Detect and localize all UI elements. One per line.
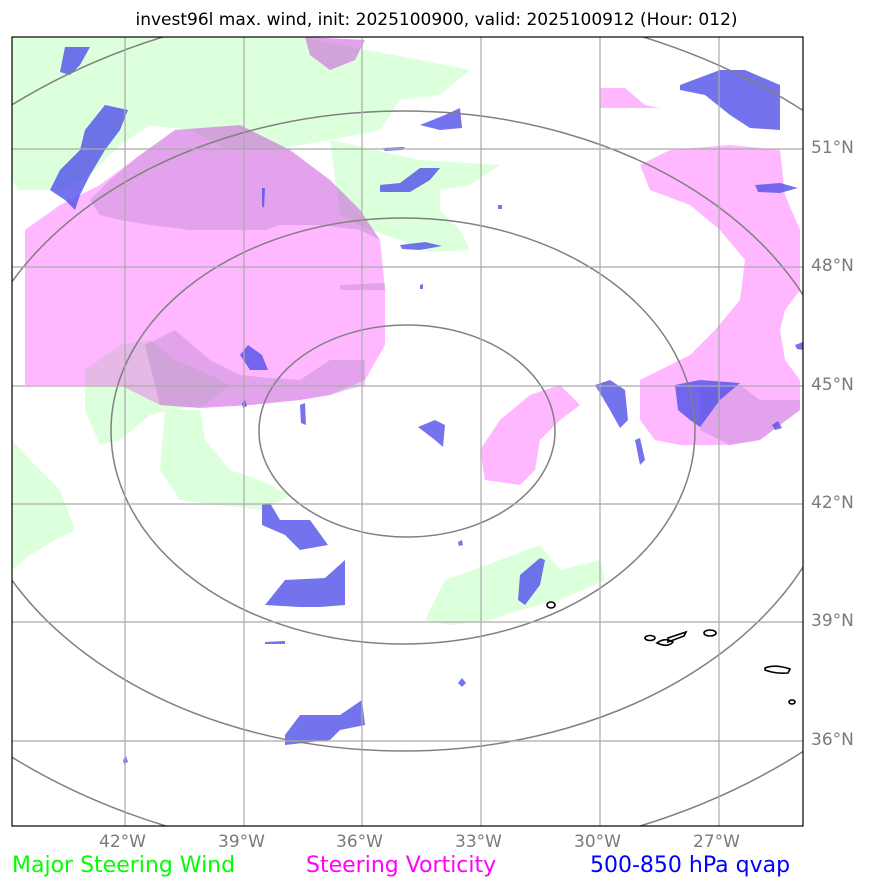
steering-wind-area xyxy=(160,410,290,510)
lon-label-30w: 30°W xyxy=(574,832,621,852)
lat-label-36n: 36°N xyxy=(811,730,854,750)
max-wind-contour xyxy=(644,634,656,642)
qvap-area xyxy=(285,700,365,745)
qvap-area xyxy=(265,641,285,644)
qvap-area xyxy=(498,205,502,209)
qvap-area xyxy=(418,420,445,447)
graticule xyxy=(12,37,803,826)
qvap-area xyxy=(680,70,780,130)
qvap-area xyxy=(458,540,463,546)
legend-qvap: 500-850 hPa qvap xyxy=(590,853,791,878)
lon-label-36w: 36°W xyxy=(336,832,383,852)
qvap-area xyxy=(400,242,442,250)
qvap-area xyxy=(300,403,306,425)
map-title: invest96l max. wind, init: 2025100900, v… xyxy=(135,10,738,30)
lon-label-39w: 39°W xyxy=(218,832,265,852)
steering-vorticity-area xyxy=(600,88,660,108)
overlap-area xyxy=(145,330,365,408)
qvap-area xyxy=(795,342,803,350)
qvap-area xyxy=(50,105,128,210)
max-wind-contour xyxy=(655,638,675,647)
lat-label-42n: 42°N xyxy=(811,493,854,513)
lon-label-27w: 27°W xyxy=(693,832,740,852)
legend-steering-wind: Major Steering Wind xyxy=(12,853,236,878)
overlap-area xyxy=(305,37,365,70)
steering-wind-area xyxy=(12,37,470,190)
overlap-areas xyxy=(90,37,800,445)
range-rings xyxy=(12,37,803,826)
qvap-area xyxy=(380,168,440,192)
overlap-area xyxy=(90,125,380,240)
lat-label-51n: 51°N xyxy=(811,138,854,158)
max-wind-contour xyxy=(703,629,717,637)
qvap-area xyxy=(755,183,798,193)
qvap-area xyxy=(595,380,628,428)
overlap-area xyxy=(700,385,800,445)
steering-vorticity-area xyxy=(640,145,800,445)
lat-label-45n: 45°N xyxy=(811,375,854,395)
lat-label-39n: 39°N xyxy=(811,611,854,631)
qvap-area xyxy=(240,345,268,370)
range-ring xyxy=(258,324,556,538)
qvap-area xyxy=(420,284,423,289)
lat-label-48n: 48°N xyxy=(811,256,854,276)
qvap-areas xyxy=(50,47,803,764)
qvap-area xyxy=(635,438,645,465)
max-wind-contour xyxy=(667,630,688,644)
qvap-area xyxy=(675,380,740,427)
max-wind-contours xyxy=(546,601,796,705)
qvap-area xyxy=(60,47,90,75)
lon-label-42w: 42°W xyxy=(99,832,146,852)
steering-vorticity-area xyxy=(305,37,365,70)
steering-wind-area xyxy=(330,140,500,252)
range-ring xyxy=(12,110,803,752)
qvap-area xyxy=(772,421,782,430)
qvap-area xyxy=(262,188,265,208)
map-frame xyxy=(11,36,804,827)
qvap-area xyxy=(262,503,328,550)
steering-vorticity-area xyxy=(480,385,580,485)
range-ring xyxy=(110,217,696,645)
steering-wind-area xyxy=(85,340,230,445)
lon-label-33w: 33°W xyxy=(455,832,502,852)
qvap-area xyxy=(265,560,345,607)
steering-wind-area xyxy=(12,440,75,570)
steering-wind-areas xyxy=(12,37,605,625)
max-wind-contour xyxy=(546,601,556,609)
legend-steering-vorticity: Steering Vorticity xyxy=(306,853,497,878)
qvap-area xyxy=(518,558,545,605)
max-wind-contour xyxy=(764,665,792,674)
qvap-area xyxy=(458,678,466,687)
max-wind-contour xyxy=(788,699,796,705)
steering-wind-area xyxy=(425,545,605,625)
